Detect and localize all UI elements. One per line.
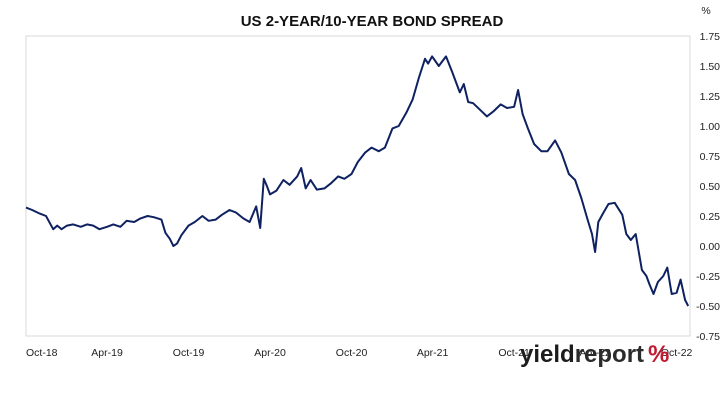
series-line-spread [25, 55, 690, 307]
y-tick-label: 0.50 [700, 181, 721, 193]
y-tick-label: 1.25 [700, 91, 721, 103]
logo-text-yield: yield [520, 341, 575, 368]
x-tick-label: Oct-20 [336, 347, 368, 359]
x-tick-label: Oct-21 [498, 347, 530, 359]
y-tick-label: -0.75 [696, 331, 720, 343]
x-tick-label: Oct-18 [26, 347, 58, 359]
y-tick-label: 1.50 [700, 61, 721, 73]
x-tick-label: Apr-20 [254, 347, 286, 359]
x-tick-label: Apr-21 [417, 347, 449, 359]
x-tick-label: Apr-22 [579, 347, 611, 359]
y-tick-label: 0.25 [700, 211, 721, 223]
svg-text:yieldreport: yieldreport [520, 341, 644, 368]
logo-percent-icon: % [648, 341, 669, 368]
y-tick-label: 0.00 [700, 241, 721, 253]
chart-title: US 2-YEAR/10-YEAR BOND SPREAD [241, 13, 504, 30]
y-tick-label: 1.00 [700, 121, 721, 133]
y-tick-label: -0.50 [696, 301, 720, 313]
y-axis-unit-label: % [701, 5, 710, 17]
x-tick-label: Apr-19 [91, 347, 123, 359]
x-tick-label: Oct-22 [661, 347, 693, 359]
x-axis-ticks: Oct-18 Apr-19 Oct-19 Apr-20 Oct-20 Apr-21 Oct-… [26, 347, 693, 359]
x-tick-label: Oct-19 [173, 347, 205, 359]
y-tick-label: -0.25 [696, 271, 720, 283]
y-tick-label: 0.75 [700, 151, 721, 163]
y-tick-label: 1.75 [700, 31, 721, 43]
logo-text-report: report [575, 341, 644, 368]
yieldreport-logo: yieldreport % [520, 341, 669, 368]
plot-frame [25, 35, 691, 337]
y-axis-ticks: 1.75 1.50 1.25 1.00 0.75 0.50 0.25 0.00 -0.25 -0.… [696, 31, 720, 343]
